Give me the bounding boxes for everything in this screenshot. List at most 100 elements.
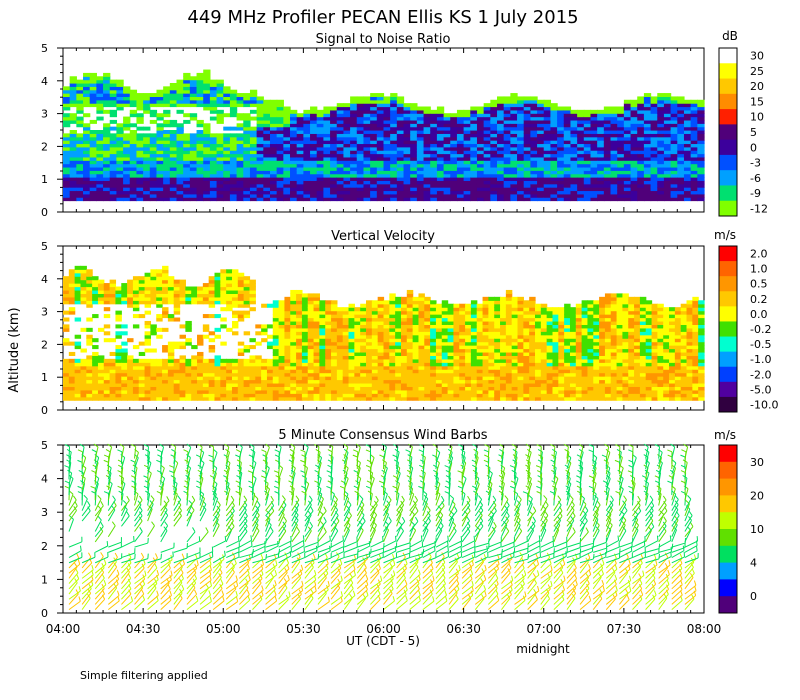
snr-cell	[276, 123, 284, 128]
snr-cell	[363, 119, 371, 124]
velocity-cell	[278, 303, 286, 308]
snr-cell	[463, 190, 471, 195]
snr-cell	[216, 140, 224, 145]
velocity-cell	[465, 317, 472, 322]
velocity-cell	[377, 379, 385, 384]
velocity-cell	[167, 386, 175, 391]
snr-cell	[390, 123, 398, 128]
snr-cell	[129, 133, 138, 138]
velocity-cell	[249, 293, 256, 298]
snr-cell	[603, 109, 612, 114]
velocity-cell	[348, 358, 355, 363]
velocity-cell	[63, 369, 70, 374]
velocity-cell	[482, 324, 489, 329]
snr-cell	[96, 103, 104, 108]
velocity-cell	[86, 396, 93, 401]
velocity-cell	[80, 265, 87, 270]
snr-cell	[483, 187, 491, 192]
snr-cell	[269, 160, 278, 165]
velocity-cell	[482, 369, 489, 374]
velocity-cell	[208, 369, 216, 374]
velocity-cell	[74, 362, 82, 367]
snr-cell	[316, 126, 325, 131]
velocity-cell	[301, 320, 309, 325]
velocity-cell	[92, 293, 99, 298]
snr-cell	[423, 190, 431, 195]
velocity-cell	[115, 355, 122, 360]
snr-cell	[670, 116, 678, 121]
velocity-cell	[74, 376, 82, 381]
velocity-cell	[406, 296, 414, 301]
snr-cell	[276, 119, 284, 124]
velocity-cell	[383, 376, 390, 381]
snr-cell	[156, 89, 164, 94]
snr-cell	[76, 96, 84, 101]
snr-cell	[583, 153, 592, 158]
velocity-cell	[97, 362, 105, 367]
snr-cell	[249, 103, 258, 108]
snr-cell	[209, 79, 218, 84]
snr-cell	[183, 177, 191, 181]
velocity-cell	[453, 345, 460, 350]
velocity-cell	[360, 386, 367, 391]
snr-cell	[390, 146, 398, 151]
snr-cell	[690, 177, 698, 181]
snr-cell	[290, 190, 298, 195]
velocity-cell	[366, 310, 373, 315]
velocity-cell	[74, 296, 82, 301]
snr-cell	[356, 170, 365, 175]
snr-cell	[537, 190, 545, 195]
snr-cell	[363, 140, 371, 145]
snr-cell	[563, 166, 572, 171]
snr-cell	[570, 150, 578, 155]
velocity-cell	[144, 386, 152, 391]
y-tick-label: 4	[41, 75, 48, 88]
snr-cell	[663, 109, 672, 114]
snr-cell	[296, 123, 304, 128]
velocity-cell	[243, 296, 251, 301]
velocity-cell	[307, 314, 315, 319]
velocity-cell	[348, 338, 355, 343]
snr-cell	[677, 99, 685, 104]
snr-cell	[597, 113, 605, 118]
velocity-cell	[132, 393, 140, 398]
snr-cell	[183, 89, 191, 94]
velocity-cell	[470, 300, 478, 305]
velocity-cell	[418, 324, 425, 329]
snr-cell	[356, 126, 365, 131]
snr-cell	[450, 119, 458, 124]
velocity-cell	[470, 331, 478, 336]
velocity-cell	[138, 358, 146, 363]
velocity-cell	[348, 341, 355, 346]
velocity-cell	[424, 307, 431, 312]
snr-cell	[603, 140, 612, 145]
snr-cell	[89, 93, 97, 98]
snr-cell	[583, 126, 592, 131]
snr-cell	[436, 177, 445, 181]
velocity-cell	[418, 327, 425, 332]
velocity-cell	[412, 334, 420, 339]
velocity-cell	[109, 376, 117, 381]
snr-cell	[383, 197, 391, 202]
velocity-cell	[278, 331, 286, 336]
snr-cell	[503, 116, 511, 121]
velocity-cell	[115, 331, 122, 336]
velocity-cell	[185, 358, 192, 363]
velocity-cell	[325, 348, 332, 353]
snr-cell	[310, 170, 318, 175]
velocity-cell	[377, 320, 385, 325]
velocity-cell	[354, 372, 361, 377]
snr-cell	[323, 166, 331, 171]
snr-cell	[163, 89, 171, 94]
velocity-cell	[86, 372, 93, 377]
velocity-cell	[406, 300, 414, 305]
velocity-cell	[424, 396, 431, 401]
snr-cell	[517, 96, 525, 101]
velocity-cell	[488, 362, 495, 367]
velocity-cell	[325, 355, 332, 360]
snr-cell	[136, 187, 144, 192]
snr-cell	[423, 116, 431, 121]
snr-cell	[677, 143, 685, 148]
velocity-cell	[63, 386, 70, 391]
velocity-cell	[97, 386, 105, 391]
